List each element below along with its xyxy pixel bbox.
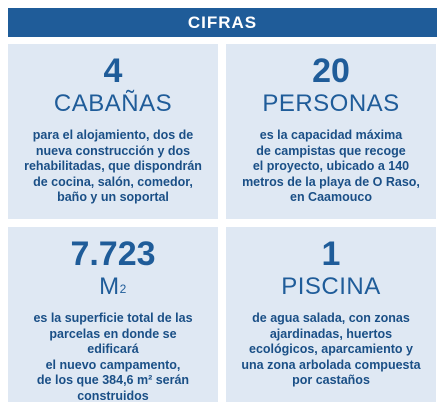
figure-unit-text: M xyxy=(99,273,120,300)
description-line: de cocina, salón, comedor, xyxy=(33,174,193,189)
figure-cell-people: 20 PERSONAS es la capacidad máxima de ca… xyxy=(226,44,436,219)
figure-unit: PERSONAS xyxy=(262,90,399,118)
section-title: CIFRAS xyxy=(187,12,258,32)
description-line: rehabilitadas, que dispondrán xyxy=(24,159,202,173)
description-line: parcelas en donde se edificará xyxy=(49,326,177,357)
description-line: ecológicos, aparcamiento y xyxy=(249,342,413,356)
figure-description: de agua salada, con zonas ajardinadas, h… xyxy=(241,311,420,389)
description-line: metros de la playa de O Raso, xyxy=(242,174,420,189)
description-line: en Caamouco xyxy=(290,190,372,204)
description-line: baño y un soportal xyxy=(57,190,169,204)
description-line: por castaños xyxy=(292,373,370,387)
description-line: de los que 384,6 m² serán xyxy=(36,373,190,387)
figure-unit-text: CABAÑAS xyxy=(53,90,173,117)
figure-unit-superscript: 2 xyxy=(119,282,127,296)
figure-description: es la superficie total de las parcelas e… xyxy=(22,311,204,404)
figure-unit: CABAÑAS xyxy=(54,90,172,118)
description-line: ajardinadas, huertos xyxy=(269,326,393,341)
figure-number: 4 xyxy=(103,52,123,90)
description-line: de campistas que recoge xyxy=(256,143,406,158)
description-line: nueva construcción y dos xyxy=(35,143,191,158)
description-line: el nuevo campamento, xyxy=(45,357,181,372)
figure-number: 7.723 xyxy=(70,235,156,273)
figure-unit-text: PISCINA xyxy=(281,273,381,300)
description-line: construidos xyxy=(77,388,149,403)
description-line: para el alojamiento, dos de xyxy=(32,128,194,142)
figures-grid: 4 CABAÑAS para el alojamiento, dos de nu… xyxy=(8,44,437,404)
description-line: es la capacidad máxima xyxy=(259,128,403,142)
figure-cell-surface: 7.723 M2 es la superficie total de las p… xyxy=(8,227,218,404)
figure-number: 20 xyxy=(312,52,350,90)
figure-number: 1 xyxy=(321,235,341,273)
figure-description: para el alojamiento, dos de nueva constr… xyxy=(24,128,202,206)
figure-cell-cabins: 4 CABAÑAS para el alojamiento, dos de nu… xyxy=(8,44,218,219)
figure-description: es la capacidad máxima de campistas que … xyxy=(242,128,420,206)
description-line: es la superficie total de las xyxy=(33,311,193,325)
section-header: CIFRAS xyxy=(8,8,437,37)
figure-unit: PISCINA xyxy=(281,273,381,301)
description-line: de agua salada, con zonas xyxy=(252,311,410,325)
description-line: una zona arbolada compuesta xyxy=(241,357,421,372)
figure-cell-pool: 1 PISCINA de agua salada, con zonas ajar… xyxy=(226,227,436,402)
figure-unit-text: PERSONAS xyxy=(262,90,400,117)
figure-unit: M2 xyxy=(99,273,127,301)
description-line: el proyecto, ubicado a 140 xyxy=(252,159,410,173)
